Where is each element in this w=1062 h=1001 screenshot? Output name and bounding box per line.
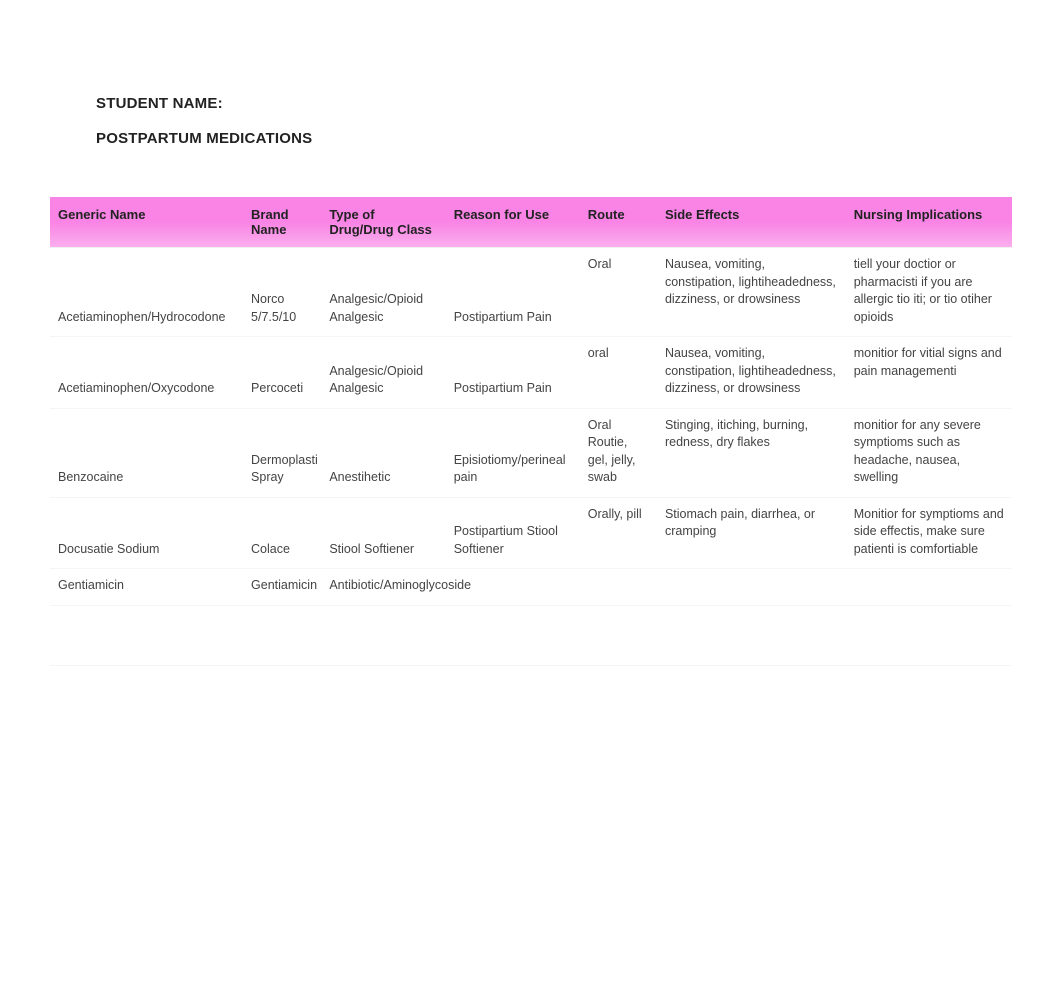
- cell-route: Oral: [580, 248, 657, 337]
- cell-route: [580, 569, 657, 606]
- cell-nursing: [846, 605, 1012, 665]
- cell-side: [657, 605, 846, 665]
- document-page: STUDENT NAME: POSTPARTUM MEDICATIONS Gen…: [0, 0, 1062, 666]
- cell-type: Stiool Softiener: [321, 497, 445, 569]
- cell-side: [657, 569, 846, 606]
- cell-side: Nausea, vomiting, constipation, lightihe…: [657, 248, 846, 337]
- cell-side: Stiomach pain, diarrhea, or cramping: [657, 497, 846, 569]
- col-header-brand: Brand Name: [243, 197, 321, 248]
- cell-type: Antibiotic/Aminoglycoside: [321, 569, 445, 606]
- cell-generic: Acetiaminophen/Hydrocodone: [50, 248, 243, 337]
- cell-reason: Postipartium Pain: [446, 248, 580, 337]
- cell-type: Analgesic/Opioid Analgesic: [321, 248, 445, 337]
- cell-reason: Episiotiomy/perineal pain: [446, 408, 580, 497]
- cell-nursing: Monitior for symptioms and side effectis…: [846, 497, 1012, 569]
- cell-brand: Gentiamicin: [243, 569, 321, 606]
- table-header-row: Generic Name Brand Name Type of Drug/Dru…: [50, 197, 1012, 248]
- table-body: Acetiaminophen/Hydrocodone Norco 5/7.5/1…: [50, 248, 1012, 666]
- cell-nursing: [846, 569, 1012, 606]
- cell-nursing: tiell your doctior or pharmacisti if you…: [846, 248, 1012, 337]
- cell-route: Orally, pill: [580, 497, 657, 569]
- cell-generic: Acetiaminophen/Oxycodone: [50, 337, 243, 409]
- col-header-reason: Reason for Use: [446, 197, 580, 248]
- cell-brand: Percoceti: [243, 337, 321, 409]
- table-row: Acetiaminophen/Oxycodone Percoceti Analg…: [50, 337, 1012, 409]
- cell-route: [580, 605, 657, 665]
- cell-route: oral: [580, 337, 657, 409]
- cell-brand: Colace: [243, 497, 321, 569]
- table-row: Gentiamicin Gentiamicin Antibiotic/Amino…: [50, 569, 1012, 606]
- col-header-generic: Generic Name: [50, 197, 243, 248]
- col-header-type: Type of Drug/Drug Class: [321, 197, 445, 248]
- medications-table: Generic Name Brand Name Type of Drug/Dru…: [50, 197, 1012, 666]
- col-header-nursing: Nursing Implications: [846, 197, 1012, 248]
- cell-reason: Postipartium Pain: [446, 337, 580, 409]
- col-header-side: Side Effects: [657, 197, 846, 248]
- header-section: STUDENT NAME: POSTPARTUM MEDICATIONS: [50, 95, 1012, 147]
- cell-type: Anestihetic: [321, 408, 445, 497]
- cell-reason: Postipartium Stiool Softiener: [446, 497, 580, 569]
- table-row: Docusatie Sodium Colace Stiool Softiener…: [50, 497, 1012, 569]
- table-row: [50, 605, 1012, 665]
- cell-nursing: monitior for any severe symptioms such a…: [846, 408, 1012, 497]
- cell-side: Stinging, itiching, burning, redness, dr…: [657, 408, 846, 497]
- cell-brand: [243, 605, 321, 665]
- cell-side: Nausea, vomiting, constipation, lightihe…: [657, 337, 846, 409]
- cell-generic: Gentiamicin: [50, 569, 243, 606]
- cell-reason: [446, 605, 580, 665]
- col-header-route: Route: [580, 197, 657, 248]
- cell-generic: Docusatie Sodium: [50, 497, 243, 569]
- cell-route: Oral Routie, gel, jelly, swab: [580, 408, 657, 497]
- cell-generic: [50, 605, 243, 665]
- table-row: Acetiaminophen/Hydrocodone Norco 5/7.5/1…: [50, 248, 1012, 337]
- cell-brand: Norco 5/7.5/10: [243, 248, 321, 337]
- cell-nursing: monitior for vitial signs and pain manag…: [846, 337, 1012, 409]
- table-row: Benzocaine Dermoplasti Spray Anestihetic…: [50, 408, 1012, 497]
- cell-generic: Benzocaine: [50, 408, 243, 497]
- document-title: POSTPARTUM MEDICATIONS: [96, 130, 1012, 147]
- table-header: Generic Name Brand Name Type of Drug/Dru…: [50, 197, 1012, 248]
- cell-brand: Dermoplasti Spray: [243, 408, 321, 497]
- cell-type: [321, 605, 445, 665]
- cell-type: Analgesic/Opioid Analgesic: [321, 337, 445, 409]
- student-name-label: STUDENT NAME:: [96, 95, 1012, 112]
